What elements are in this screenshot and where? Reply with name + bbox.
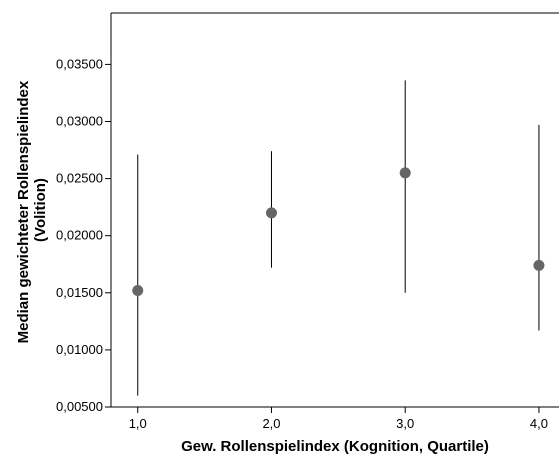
x-tick-label-2: 3,0: [396, 416, 414, 431]
x-axis-title: Gew. Rollenspielindex (Kognition, Quarti…: [181, 438, 489, 455]
y-tick-label-1: 0,01000: [56, 342, 103, 357]
y-axis-title-line-1: Median gewichteter Rollenspielindex: [15, 80, 32, 343]
x-tick-label-1: 2,0: [262, 416, 280, 431]
y-tick-label-4: 0,02500: [56, 171, 103, 186]
plot-frame: [110, 12, 559, 408]
median-series: [132, 80, 545, 396]
median-point-4: [533, 259, 545, 271]
median-point-1: [132, 285, 144, 297]
y-tick-label-5: 0,03000: [56, 113, 103, 128]
y-axis-title-line-2: (Volition): [32, 178, 49, 242]
x-tick-label-0: 1,0: [129, 416, 147, 431]
y-tick-label-2: 0,01500: [56, 285, 103, 300]
y-axis: 0,00500 0,01000 0,01500 0,02000 0,02500 0,030…: [56, 56, 111, 414]
median-point-2: [265, 207, 277, 219]
y-axis-title: Median gewichteter Rollenspielindex (Vol…: [15, 77, 49, 344]
x-tick-label-3: 4,0: [530, 416, 548, 431]
y-tick-label-6: 0,03500: [56, 56, 103, 71]
median-point-3: [399, 167, 411, 179]
x-axis: 1,0 2,0 3,0 4,0: [129, 407, 548, 431]
y-tick-label-0: 0,00500: [56, 399, 103, 414]
y-tick-label-3: 0,02000: [56, 228, 103, 243]
